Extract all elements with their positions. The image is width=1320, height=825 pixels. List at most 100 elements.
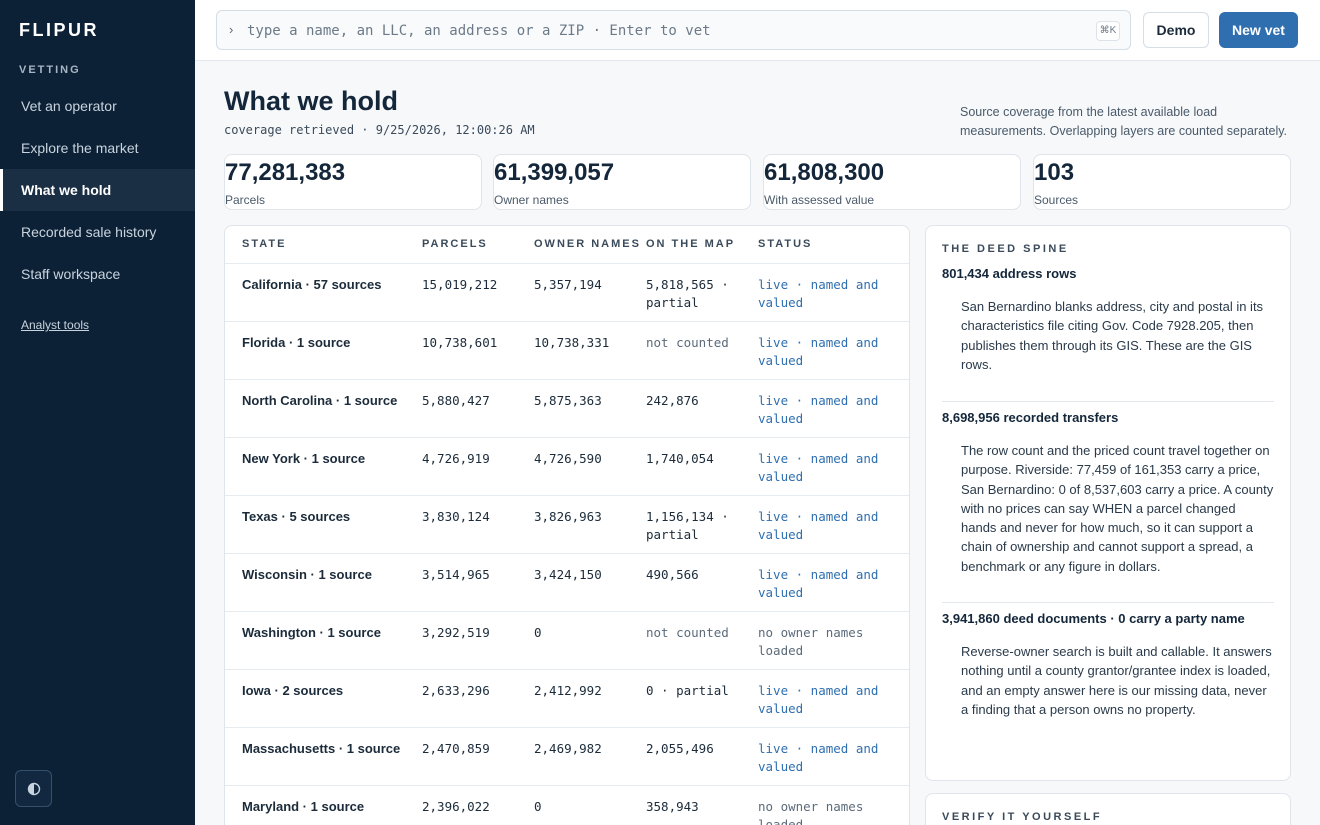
coverage-table: STATE PARCELS OWNER NAMES ON THE MAP STA… xyxy=(224,225,910,825)
cell-state: North Carolina · 1 source xyxy=(242,393,398,408)
stat-card-sources: 103 Sources xyxy=(1033,154,1291,210)
sidebar-item-what-we-hold[interactable]: What we hold xyxy=(0,169,195,211)
stat-value: 61,808,300 xyxy=(764,159,885,186)
stat-card-owner-names: 61,399,057 Owner names xyxy=(493,154,751,210)
cell-on-the-map: 490,566 xyxy=(646,567,699,582)
keyboard-shortcut-hint: ⌘K xyxy=(1096,21,1120,41)
stat-value: 77,281,383 xyxy=(225,159,346,186)
stat-value: 103 xyxy=(1034,159,1075,186)
search-input[interactable] xyxy=(247,19,1087,43)
table-row[interactable]: Wisconsin · 1 source 3,514,965 3,424,150… xyxy=(225,554,909,612)
cell-status: live · named and valued xyxy=(758,741,879,774)
cell-status: live · named and valued xyxy=(758,567,879,600)
cell-on-the-map: 2,055,496 xyxy=(646,741,714,756)
cell-status: live · named and valued xyxy=(758,451,879,484)
cell-state: Florida · 1 source xyxy=(242,335,351,350)
sidebar-item-staff-workspace[interactable]: Staff workspace xyxy=(21,266,121,282)
cell-parcels: 2,633,296 xyxy=(422,683,490,698)
column-header-parcels[interactable]: PARCELS xyxy=(422,238,488,250)
table-row[interactable]: California · 57 sources 15,019,212 5,357… xyxy=(225,264,909,322)
cell-parcels: 3,830,124 xyxy=(422,509,490,524)
stat-label: With assessed value xyxy=(764,193,875,207)
cell-status: live · named and valued xyxy=(758,509,879,542)
sidebar-nav: Vet an operator Explore the market What … xyxy=(0,85,195,295)
cell-parcels: 10,738,601 xyxy=(422,335,498,350)
cell-owner-names: 0 xyxy=(534,799,542,814)
deed-block-heading: 801,434 address rows xyxy=(942,266,1077,281)
stat-value: 61,399,057 xyxy=(494,159,615,186)
divider xyxy=(942,401,1274,402)
table-row[interactable]: Massachusetts · 1 source 2,470,859 2,469… xyxy=(225,728,909,786)
brand-logo[interactable]: FLIPUR xyxy=(19,20,99,40)
table-row[interactable]: New York · 1 source 4,726,919 4,726,590 … xyxy=(225,438,909,496)
cell-on-the-map: not counted xyxy=(646,625,729,640)
deed-block-body: The row count and the priced count trave… xyxy=(961,443,1274,574)
table-row[interactable]: Maryland · 1 source 2,396,022 0 358,943 … xyxy=(225,786,909,825)
cell-owner-names: 0 xyxy=(534,625,542,640)
cell-owner-names: 5,875,363 xyxy=(534,393,602,408)
coverage-retrieved-timestamp: coverage retrieved · 9/25/2026, 12:00:26… xyxy=(224,123,535,137)
cell-on-the-map: 242,876 xyxy=(646,393,699,408)
cell-status: live · named and valued xyxy=(758,393,879,426)
cell-parcels: 2,470,859 xyxy=(422,741,490,756)
table-row[interactable]: Washington · 1 source 3,292,519 0 not co… xyxy=(225,612,909,670)
deed-block-address-rows: 801,434 address rows San Bernardino blan… xyxy=(942,266,1274,374)
sidebar-item-vet-operator[interactable]: Vet an operator xyxy=(21,98,117,114)
cell-state: New York · 1 source xyxy=(242,451,366,466)
top-bar: › ⌘K Demo New vet xyxy=(195,0,1320,61)
cell-state: California · 57 sources xyxy=(242,277,382,292)
chevron-right-icon: › xyxy=(229,22,234,37)
stat-card-assessed-value: 61,808,300 With assessed value xyxy=(763,154,1021,210)
cell-owner-names: 10,738,331 xyxy=(534,335,610,350)
cell-owner-names: 3,826,963 xyxy=(534,509,602,524)
cell-status: live · named and valued xyxy=(758,683,879,716)
cell-on-the-map: 358,943 xyxy=(646,799,699,814)
cell-state: Wisconsin · 1 source xyxy=(242,567,372,582)
cell-parcels: 2,396,022 xyxy=(422,799,490,814)
table-row[interactable]: Texas · 5 sources 3,830,124 3,826,963 1,… xyxy=(225,496,909,554)
sidebar-item-recorded-sale-history[interactable]: Recorded sale history xyxy=(21,224,157,240)
search-box[interactable]: › ⌘K xyxy=(216,10,1131,50)
theme-toggle-button[interactable] xyxy=(15,770,52,807)
demo-button[interactable]: Demo xyxy=(1143,12,1209,48)
nav-section-label: VETTING xyxy=(19,64,81,76)
sidebar: FLIPUR VETTING Vet an operator Explore t… xyxy=(0,0,195,825)
cell-status: live · named and valued xyxy=(758,335,879,368)
deed-spine-title: THE DEED SPINE xyxy=(942,243,1069,255)
column-header-on-the-map[interactable]: ON THE MAP xyxy=(646,238,736,250)
cell-state: Texas · 5 sources xyxy=(242,509,351,524)
deed-block-heading: 8,698,956 recorded transfers xyxy=(942,410,1119,425)
cell-parcels: 5,880,427 xyxy=(422,393,490,408)
cell-on-the-map: 5,818,565 · partial xyxy=(646,277,729,310)
deed-block-recorded-transfers: 8,698,956 recorded transfers The row cou… xyxy=(942,410,1274,576)
table-row[interactable]: Iowa · 2 sources 2,633,296 2,412,992 0 ·… xyxy=(225,670,909,728)
new-vet-button[interactable]: New vet xyxy=(1219,12,1298,48)
deed-spine-panel: THE DEED SPINE 801,434 address rows San … xyxy=(925,225,1291,781)
cell-on-the-map: 1,156,134 · partial xyxy=(646,509,729,542)
deed-block-body: Reverse-owner search is built and callab… xyxy=(961,644,1272,717)
deed-block-heading: 3,941,860 deed documents · 0 carry a par… xyxy=(942,611,1245,626)
sidebar-item-explore-market[interactable]: Explore the market xyxy=(21,140,139,156)
table-row[interactable]: Florida · 1 source 10,738,601 10,738,331… xyxy=(225,322,909,380)
column-header-owner-names[interactable]: OWNER NAMES xyxy=(534,238,641,250)
cell-on-the-map: not counted xyxy=(646,335,729,350)
table-row[interactable]: North Carolina · 1 source 5,880,427 5,87… xyxy=(225,380,909,438)
analyst-tools-link[interactable]: Analyst tools xyxy=(21,318,90,332)
cell-state: Massachusetts · 1 source xyxy=(242,741,401,756)
cell-parcels: 3,292,519 xyxy=(422,625,490,640)
column-header-state[interactable]: STATE xyxy=(242,238,287,250)
cell-owner-names: 5,357,194 xyxy=(534,277,602,292)
divider xyxy=(942,602,1274,603)
cell-owner-names: 2,412,992 xyxy=(534,683,602,698)
deed-block-deed-documents: 3,941,860 deed documents · 0 carry a par… xyxy=(942,611,1274,719)
deed-block-body: San Bernardino blanks address, city and … xyxy=(961,299,1264,372)
page-title: What we hold xyxy=(224,86,398,116)
stat-label: Sources xyxy=(1034,193,1079,207)
cell-status: live · named and valued xyxy=(758,277,879,310)
verify-title: VERIFY IT YOURSELF xyxy=(942,811,1103,823)
cell-parcels: 4,726,919 xyxy=(422,451,490,466)
cell-state: Maryland · 1 source xyxy=(242,799,365,814)
cell-owner-names: 3,424,150 xyxy=(534,567,602,582)
cell-on-the-map: 1,740,054 xyxy=(646,451,714,466)
column-header-status[interactable]: STATUS xyxy=(758,238,813,250)
